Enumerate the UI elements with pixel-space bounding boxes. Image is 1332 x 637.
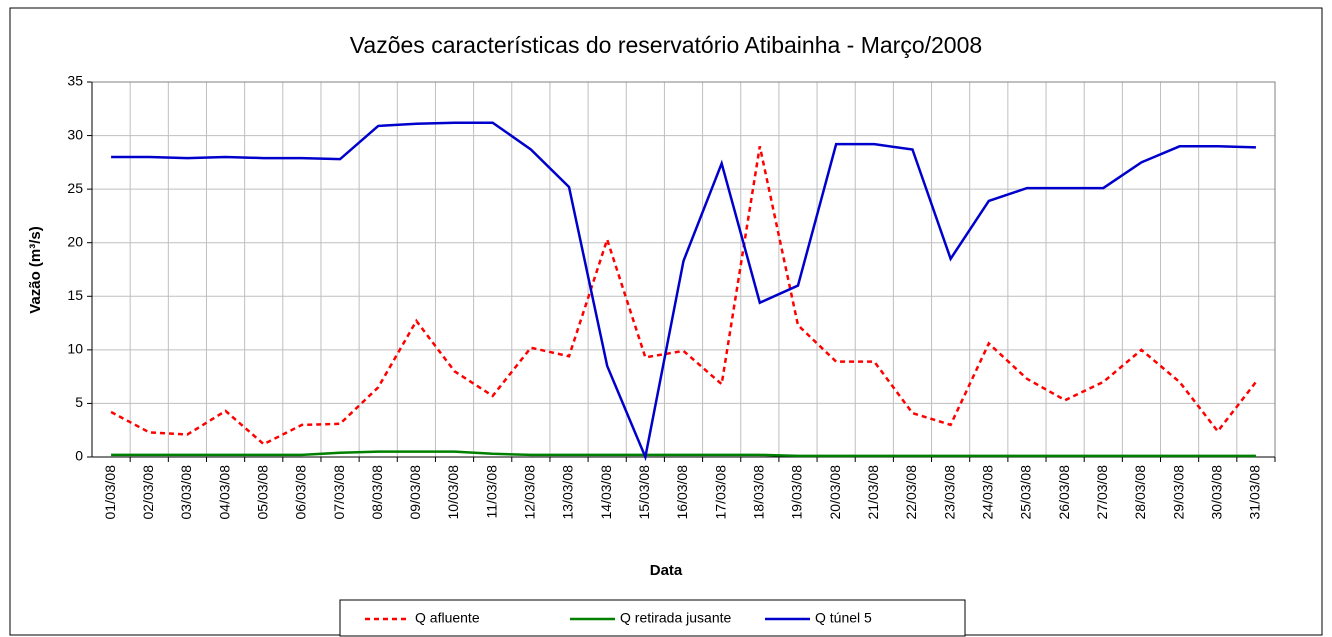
x-tick-label: 06/03/08 bbox=[293, 465, 309, 520]
x-tick-label: 17/03/08 bbox=[712, 465, 728, 520]
y-tick-label: 5 bbox=[75, 394, 83, 410]
x-tick-label: 16/03/08 bbox=[674, 465, 690, 520]
series-line bbox=[111, 450, 1256, 458]
y-tick-label: 30 bbox=[67, 126, 83, 142]
x-tick-label: 29/03/08 bbox=[1170, 465, 1186, 520]
x-tick-label: 18/03/08 bbox=[751, 465, 767, 520]
x-tick-label: 25/03/08 bbox=[1018, 465, 1034, 520]
y-axis-title: Vazão (m³/s) bbox=[27, 226, 44, 314]
x-axis-title: Data bbox=[650, 562, 683, 579]
x-tick-label: 26/03/08 bbox=[1056, 465, 1072, 520]
x-tick-label: 22/03/08 bbox=[903, 465, 919, 520]
x-tick-label: 10/03/08 bbox=[445, 465, 461, 520]
x-tick-label: 20/03/08 bbox=[827, 465, 843, 520]
x-tick-label: 04/03/08 bbox=[216, 465, 232, 520]
chart-border bbox=[9, 7, 1323, 636]
x-tick-label: 03/03/08 bbox=[178, 465, 194, 520]
x-tick-label: 12/03/08 bbox=[522, 465, 538, 520]
x-tick-label: 09/03/08 bbox=[407, 465, 423, 520]
y-tick-label: 0 bbox=[75, 448, 83, 464]
x-tick-label: 14/03/08 bbox=[598, 465, 614, 520]
y-tick-label: 20 bbox=[67, 233, 83, 249]
x-tick-label: 27/03/08 bbox=[1094, 465, 1110, 520]
y-tick-label: 25 bbox=[67, 180, 83, 196]
x-tick-label: 30/03/08 bbox=[1208, 465, 1224, 520]
x-tick-label: 07/03/08 bbox=[331, 465, 347, 520]
y-tick-label: 10 bbox=[67, 341, 83, 357]
y-tick-label: 35 bbox=[67, 73, 83, 89]
x-tick-label: 01/03/08 bbox=[102, 465, 118, 520]
y-tick-label: 15 bbox=[67, 287, 83, 303]
x-tick-label: 21/03/08 bbox=[865, 465, 881, 520]
series-line bbox=[111, 121, 1256, 462]
x-tick-label: 08/03/08 bbox=[369, 465, 385, 520]
legend-label: Q túnel 5 bbox=[815, 610, 872, 626]
chart-title: Vazões características do reservatório A… bbox=[350, 32, 982, 58]
x-tick-label: 24/03/08 bbox=[979, 465, 995, 520]
x-tick-label: 19/03/08 bbox=[789, 465, 805, 520]
x-tick-label: 13/03/08 bbox=[560, 465, 576, 520]
x-tick-label: 02/03/08 bbox=[140, 465, 156, 520]
x-tick-label: 31/03/08 bbox=[1247, 465, 1263, 520]
series-line bbox=[110, 146, 1257, 446]
x-tick-label: 15/03/08 bbox=[636, 465, 652, 520]
x-tick-label: 05/03/08 bbox=[254, 465, 270, 520]
legend-label: Q afluente bbox=[415, 610, 480, 626]
x-tick-label: 28/03/08 bbox=[1132, 465, 1148, 520]
legend-label: Q retirada jusante bbox=[620, 610, 731, 626]
x-tick-label: 23/03/08 bbox=[941, 465, 957, 520]
legend-box bbox=[339, 599, 966, 637]
x-tick-label: 11/03/08 bbox=[483, 465, 499, 519]
